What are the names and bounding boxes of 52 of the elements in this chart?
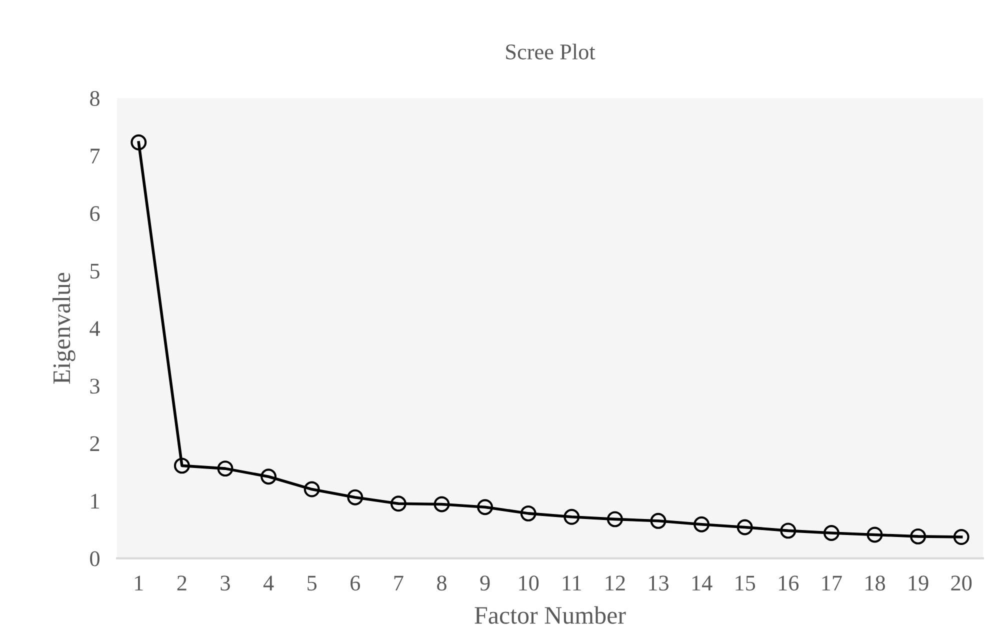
y-tick-label: 5 [90, 264, 100, 279]
y-tick-label: 7 [90, 148, 100, 164]
x-tick-label: 16 [778, 576, 799, 591]
point [564, 508, 580, 525]
point [910, 528, 926, 544]
point [736, 519, 753, 536]
y-tick-label: 6 [90, 206, 100, 222]
point [217, 460, 234, 477]
x-tick-label: 14 [692, 576, 712, 590]
y-tick-label: 2 [90, 436, 100, 451]
x-tick-label: 17 [822, 576, 842, 590]
x-tick-label: 6 [350, 576, 360, 591]
x-axis-title: Factor Number [474, 606, 626, 624]
x-tick-label: 7 [394, 576, 404, 590]
point [260, 468, 277, 485]
point [823, 525, 840, 541]
x-tick-label: 15 [736, 576, 756, 591]
point [866, 526, 883, 543]
point [520, 505, 536, 522]
x-tick-label: 12 [606, 576, 625, 590]
x-tick-label: 18 [866, 576, 886, 591]
point [130, 134, 147, 150]
point [694, 516, 710, 532]
x-tick-label: 8 [437, 576, 446, 591]
chart-title: Scree Plot [506, 44, 596, 60]
y-tick-label: 4 [90, 321, 100, 336]
y-tick-label: 0 [90, 551, 100, 566]
point [304, 481, 320, 498]
point [780, 522, 796, 539]
point [650, 512, 666, 529]
y-tick-label: 1 [91, 494, 99, 508]
point [390, 496, 406, 512]
point [347, 489, 364, 506]
point [174, 458, 190, 474]
x-tick-label: 10 [519, 576, 539, 591]
y-tick-label: 3 [90, 378, 100, 394]
x-tick-label: 11 [562, 576, 582, 590]
x-tick-label: 19 [908, 576, 928, 591]
x-tick-label: 1 [135, 576, 143, 590]
x-tick-label: 3 [220, 576, 230, 591]
x-tick-label: 2 [177, 576, 186, 590]
point [606, 511, 623, 528]
x-tick-label: 20 [951, 576, 972, 591]
point [953, 529, 970, 546]
point [477, 499, 494, 516]
x-tick-label: 5 [308, 576, 317, 591]
y-axis-title: Eigenvalue [52, 272, 76, 384]
x-tick-label: 9 [480, 576, 490, 591]
x-tick-label: 13 [649, 576, 668, 591]
x-tick-label: 4 [263, 576, 274, 590]
point [434, 496, 450, 512]
y-tick-label: 8 [90, 91, 100, 106]
